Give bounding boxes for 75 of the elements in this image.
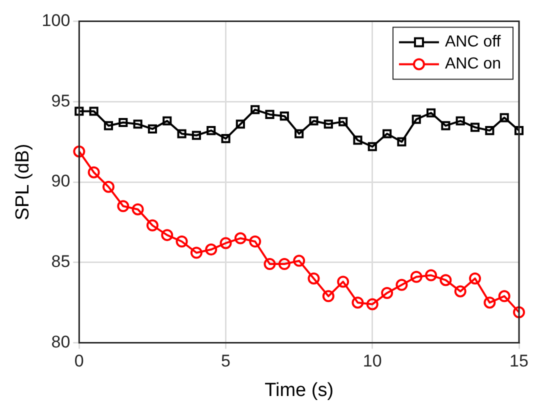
x-tick-label: 5 <box>221 352 231 371</box>
point <box>133 120 142 129</box>
point <box>397 137 406 146</box>
point <box>337 276 350 288</box>
point <box>234 232 246 244</box>
legend-label: ANC off <box>444 34 502 51</box>
point <box>470 122 480 132</box>
point <box>485 126 494 136</box>
y-tick-label: 80 <box>51 332 70 352</box>
point <box>162 116 172 126</box>
point <box>192 130 201 140</box>
point <box>118 118 128 128</box>
y-tick-label: 95 <box>51 91 70 110</box>
point <box>249 235 262 248</box>
y-tick-label: 100 <box>42 10 70 30</box>
point <box>425 269 438 282</box>
point <box>264 258 276 270</box>
point <box>205 244 218 256</box>
point <box>177 129 186 138</box>
point <box>412 114 421 124</box>
point <box>456 116 465 126</box>
point <box>513 306 525 318</box>
point <box>441 121 450 130</box>
point <box>309 116 318 126</box>
point <box>74 106 84 116</box>
x-tick-label: 15 <box>510 352 528 371</box>
point <box>308 272 320 284</box>
point <box>265 110 274 119</box>
point <box>440 274 452 286</box>
point <box>294 129 304 138</box>
point <box>220 237 232 250</box>
point <box>514 126 524 136</box>
point <box>278 258 290 270</box>
point <box>89 106 98 116</box>
x-tick-label: 10 <box>362 352 382 371</box>
point <box>293 254 306 267</box>
point <box>236 120 245 129</box>
point <box>484 296 496 309</box>
x-tick-label: 0 <box>74 352 84 371</box>
point <box>469 272 482 284</box>
point <box>368 142 377 152</box>
point <box>366 298 378 310</box>
point <box>117 200 130 212</box>
legend-label: ANC on <box>444 56 502 73</box>
point <box>102 180 114 193</box>
point <box>73 145 86 158</box>
x-axis-title: Time (s) <box>264 380 334 401</box>
point <box>176 235 188 248</box>
point <box>410 270 422 283</box>
point <box>324 120 333 129</box>
point <box>104 121 114 130</box>
point <box>338 117 348 126</box>
point <box>146 219 158 232</box>
point <box>190 246 202 259</box>
y-tick-label: 85 <box>51 252 70 272</box>
point <box>352 296 364 309</box>
point <box>426 108 436 118</box>
point <box>280 112 289 121</box>
y-axis-title: SPL (dB) <box>12 144 34 220</box>
point <box>148 124 158 134</box>
point <box>382 129 392 138</box>
y-tick-label: 90 <box>51 172 70 191</box>
point <box>381 286 394 299</box>
point <box>396 278 408 291</box>
point <box>322 290 334 302</box>
point <box>500 113 509 122</box>
point <box>221 134 230 144</box>
point <box>132 203 144 216</box>
point <box>88 166 100 178</box>
point <box>250 105 260 114</box>
point <box>161 229 174 242</box>
point <box>206 126 216 136</box>
point <box>353 136 362 145</box>
point <box>498 290 510 302</box>
point <box>454 285 466 298</box>
